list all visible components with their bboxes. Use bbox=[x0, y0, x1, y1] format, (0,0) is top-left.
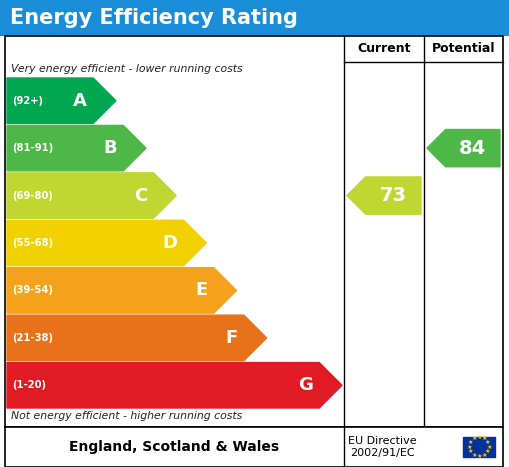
Polygon shape bbox=[7, 126, 146, 171]
Text: ★: ★ bbox=[476, 454, 482, 460]
Text: F: F bbox=[225, 329, 238, 347]
Text: ★: ★ bbox=[471, 453, 477, 458]
Text: ★: ★ bbox=[481, 453, 487, 458]
Text: ★: ★ bbox=[485, 449, 490, 454]
Polygon shape bbox=[347, 177, 421, 214]
Text: ★: ★ bbox=[481, 436, 487, 441]
Text: (21-38): (21-38) bbox=[12, 333, 53, 343]
Text: ★: ★ bbox=[468, 439, 473, 445]
Text: A: A bbox=[73, 92, 87, 110]
Text: 2002/91/EC: 2002/91/EC bbox=[350, 448, 414, 458]
Polygon shape bbox=[427, 129, 500, 167]
Text: (1-20): (1-20) bbox=[12, 380, 46, 390]
Text: 84: 84 bbox=[459, 139, 487, 158]
Polygon shape bbox=[7, 78, 116, 123]
Text: ★: ★ bbox=[468, 449, 473, 454]
Text: EU Directive: EU Directive bbox=[348, 436, 416, 446]
Polygon shape bbox=[7, 173, 176, 218]
Polygon shape bbox=[7, 268, 237, 313]
Text: Current: Current bbox=[357, 42, 411, 56]
Bar bbox=[5, 427, 503, 467]
Text: Very energy efficient - lower running costs: Very energy efficient - lower running co… bbox=[11, 64, 243, 74]
Text: D: D bbox=[162, 234, 178, 252]
Polygon shape bbox=[7, 362, 342, 408]
Text: Energy Efficiency Rating: Energy Efficiency Rating bbox=[10, 8, 298, 28]
Text: B: B bbox=[104, 139, 117, 157]
Text: ★: ★ bbox=[466, 445, 472, 450]
Bar bbox=[463, 437, 495, 457]
Text: (92+): (92+) bbox=[12, 96, 43, 106]
Text: Not energy efficient - higher running costs: Not energy efficient - higher running co… bbox=[11, 411, 242, 421]
Text: (81-91): (81-91) bbox=[12, 143, 53, 153]
Bar bbox=[0, 0, 509, 36]
Text: G: G bbox=[298, 376, 313, 394]
Polygon shape bbox=[7, 315, 267, 361]
Text: (69-80): (69-80) bbox=[12, 191, 53, 200]
Text: (39-54): (39-54) bbox=[12, 285, 53, 296]
Text: ★: ★ bbox=[485, 439, 490, 445]
Text: England, Scotland & Wales: England, Scotland & Wales bbox=[69, 440, 279, 454]
Polygon shape bbox=[7, 220, 206, 266]
Text: Potential: Potential bbox=[432, 42, 495, 56]
Bar bbox=[5, 36, 503, 427]
Text: ★: ★ bbox=[471, 436, 477, 441]
Text: ★: ★ bbox=[486, 445, 492, 450]
Text: E: E bbox=[195, 282, 208, 299]
Text: (55-68): (55-68) bbox=[12, 238, 53, 248]
Text: ★: ★ bbox=[476, 435, 482, 439]
Text: C: C bbox=[134, 187, 148, 205]
Text: 73: 73 bbox=[380, 186, 407, 205]
